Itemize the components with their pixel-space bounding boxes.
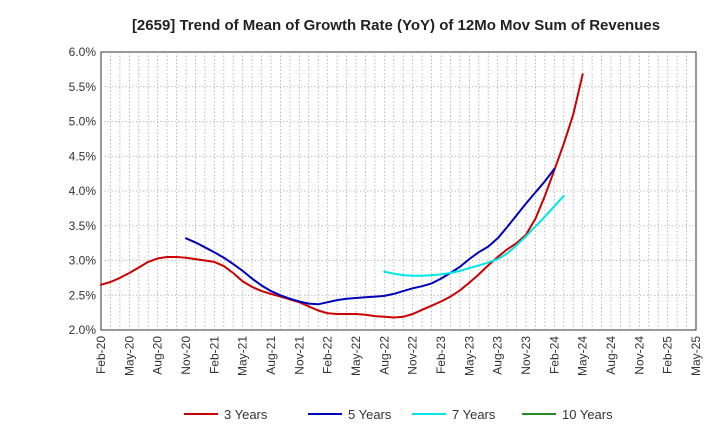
y-tick-label: 2.5% — [69, 288, 97, 302]
y-tick-label: 6.0% — [69, 45, 97, 59]
x-tick-label: Nov-24 — [632, 336, 646, 375]
legend: 3 Years 5 Years 7 Years 10 Years — [184, 407, 613, 422]
legend-label-10-years: 10 Years — [562, 407, 613, 422]
series-line-5-years — [185, 167, 556, 306]
legend-label-5-years: 5 Years — [348, 407, 392, 422]
x-tick-label: Feb-20 — [94, 336, 108, 374]
y-axis-tick-labels: 2.0% 2.5% 3.0% 3.5% 4.0% 4.5% 5.0% 5.5% 6.0% — [69, 45, 97, 337]
y-tick-label: 5.0% — [69, 115, 97, 129]
series-lines — [100, 73, 584, 319]
y-tick-label: 5.5% — [69, 80, 97, 94]
chart-title: [2659] Trend of Mean of Growth Rate (YoY… — [132, 17, 660, 34]
legend-label-7-years: 7 Years — [452, 407, 496, 422]
x-tick-label: May-22 — [349, 336, 363, 376]
y-tick-label: 2.0% — [69, 323, 97, 337]
x-tick-label: Nov-20 — [179, 336, 193, 375]
x-tick-label: Aug-23 — [491, 336, 505, 375]
y-tick-label: 4.5% — [69, 149, 97, 163]
x-tick-label: Nov-22 — [406, 336, 420, 375]
x-tick-label: May-24 — [576, 336, 590, 376]
y-tick-label: 4.0% — [69, 184, 97, 198]
x-tick-label: Feb-24 — [547, 336, 561, 374]
x-tick-label: May-21 — [236, 336, 250, 376]
series-line-7-years — [383, 194, 565, 277]
x-tick-label: May-25 — [689, 336, 703, 376]
x-tick-label: Aug-24 — [604, 336, 618, 375]
x-tick-label: Feb-22 — [321, 336, 335, 374]
x-tick-label: May-20 — [122, 336, 136, 376]
x-tick-label: Aug-21 — [264, 336, 278, 375]
x-tick-label: Nov-21 — [292, 336, 306, 375]
x-tick-label: Feb-23 — [434, 336, 448, 374]
x-tick-label: Feb-25 — [661, 336, 675, 374]
x-tick-label: Aug-22 — [377, 336, 391, 375]
x-tick-label: Feb-21 — [207, 336, 221, 374]
y-tick-label: 3.0% — [69, 254, 97, 268]
x-tick-label: May-23 — [462, 336, 476, 376]
series-line-3-years — [100, 73, 584, 319]
x-axis-tick-labels: Feb-20 May-20 Aug-20 Nov-20 Feb-21 May-21 Aug-… — [94, 336, 703, 376]
legend-label-3-years: 3 Years — [224, 407, 268, 422]
y-tick-label: 3.5% — [69, 219, 97, 233]
x-tick-label: Aug-20 — [151, 336, 165, 375]
vertical-gridlines — [110, 52, 687, 330]
x-tick-label: Nov-23 — [519, 336, 533, 375]
